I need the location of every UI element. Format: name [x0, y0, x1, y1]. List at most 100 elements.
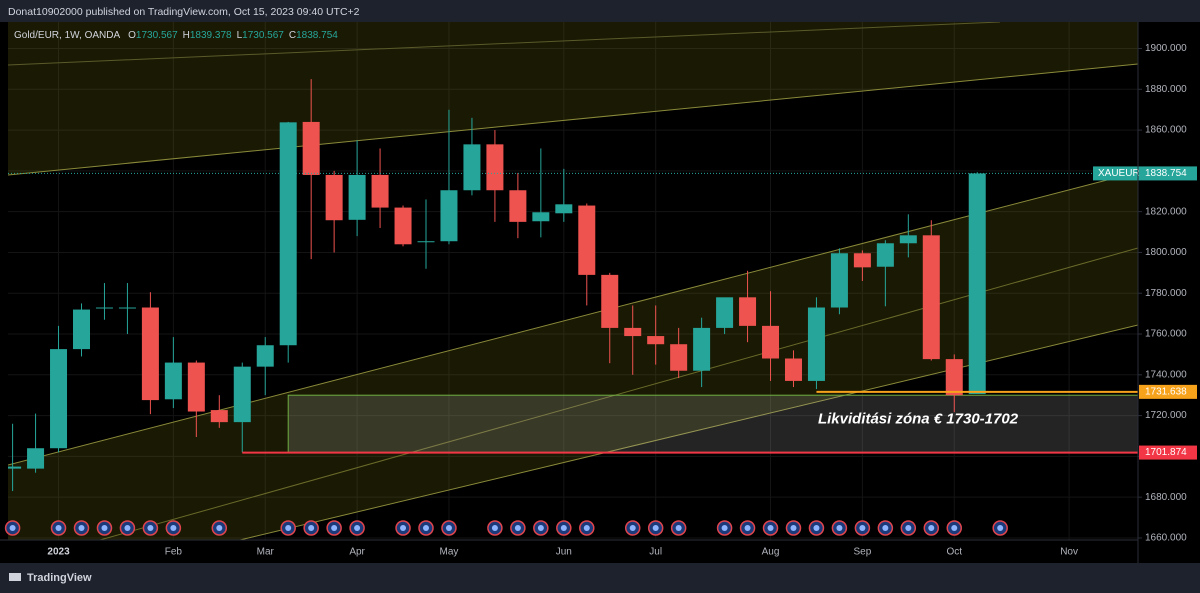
event-icon-dot — [170, 525, 177, 531]
x-tick-label: Jul — [649, 547, 662, 558]
x-tick-label: Aug — [762, 547, 780, 558]
event-icon-dot — [859, 525, 866, 531]
legend-item: H — [183, 30, 190, 41]
candle-body — [876, 243, 894, 267]
candle-body — [716, 297, 734, 328]
event-icon-dot — [836, 525, 843, 531]
event-icon-dot — [514, 525, 521, 531]
y-tick-label: 1800.000 — [1145, 247, 1187, 258]
top-bar — [0, 0, 1200, 22]
event-icon-dot — [997, 525, 1004, 531]
candle-body — [256, 345, 274, 367]
event-icon-dot — [147, 525, 154, 531]
candle-body — [624, 327, 642, 337]
price-label-value: 1731.638 — [1145, 387, 1187, 398]
x-tick-label: Oct — [946, 547, 962, 558]
legend-item: 1730.567 — [136, 30, 178, 41]
event-icon-dot — [905, 525, 912, 531]
candle-body — [394, 207, 412, 245]
candle-body — [509, 190, 527, 222]
candle-body — [417, 241, 435, 243]
candle-body — [922, 235, 940, 360]
candle-body — [807, 307, 825, 381]
price-label-box — [1139, 384, 1197, 399]
price-label-box — [1139, 445, 1197, 460]
event-icon-dot — [560, 525, 567, 531]
y-tick-label: 1720.000 — [1145, 410, 1187, 421]
event-icon-dot — [583, 525, 590, 531]
event-icon-dot — [721, 525, 728, 531]
candle-body — [555, 204, 573, 214]
candle-body — [325, 174, 343, 221]
event-icon-dot — [354, 525, 361, 531]
legend-item: L — [237, 30, 243, 41]
x-tick-label: Sep — [853, 547, 871, 558]
channel-line — [8, 22, 1001, 66]
candle-body — [762, 325, 780, 359]
candle-body — [371, 174, 389, 208]
candle-body — [8, 466, 22, 469]
y-tick-label: 1780.000 — [1145, 288, 1187, 299]
legend-item: 1839.378 — [190, 30, 232, 41]
candle-body — [739, 297, 757, 326]
ohlc-legend: Gold/EUR, 1W, OANDA O1730.567 H1839.378 L17… — [14, 30, 338, 41]
candle-body — [784, 358, 802, 381]
channel-line — [99, 247, 1138, 540]
x-tick-label: Mar — [257, 547, 275, 558]
candle-body — [302, 121, 320, 175]
candle-body — [233, 366, 251, 423]
candle-body — [141, 307, 159, 401]
candle-body — [670, 344, 688, 371]
legend-item: 1838.754 — [296, 30, 338, 41]
event-icon-dot — [491, 525, 498, 531]
x-tick-label: Jun — [556, 547, 572, 558]
candle-body — [463, 144, 481, 191]
price-label-value: 1838.754 — [1145, 168, 1187, 179]
candle-body — [72, 309, 90, 350]
event-icon-dot — [445, 525, 452, 531]
axes: 1660.0001680.0001700.0001720.0001740.000… — [47, 43, 1197, 558]
candle-body — [968, 173, 986, 395]
y-tick-label: 1900.000 — [1145, 43, 1187, 54]
event-icon-dot — [813, 525, 820, 531]
y-tick-label: 1820.000 — [1145, 206, 1187, 217]
event-icon-dot — [55, 525, 62, 531]
event-icon-dot — [423, 525, 430, 531]
price-label-name: XAUEUR — [1098, 168, 1140, 179]
candle-body — [27, 448, 45, 469]
event-icon-dot — [537, 525, 544, 531]
candle-body — [486, 144, 504, 191]
event-icon-dot — [308, 525, 315, 531]
grid — [8, 22, 1138, 540]
x-tick-label: Feb — [165, 547, 183, 558]
event-icon-dot — [331, 525, 338, 531]
plot — [8, 79, 1138, 492]
candle-body — [945, 359, 963, 396]
candle-body — [601, 274, 619, 328]
event-icon-dot — [652, 525, 659, 531]
event-icon-dot — [675, 525, 682, 531]
y-tick-label: 1860.000 — [1145, 125, 1187, 136]
candle-body — [532, 212, 550, 222]
event-icon-dot — [790, 525, 797, 531]
bottom-bar — [0, 563, 1200, 593]
event-icon-dot — [78, 525, 85, 531]
candle-body — [440, 190, 458, 242]
event-icon-dot — [767, 525, 774, 531]
event-icon-dot — [101, 525, 108, 531]
legend-item: C — [289, 30, 296, 41]
event-icon-dot — [400, 525, 407, 531]
y-tick-label: 1740.000 — [1145, 369, 1187, 380]
event-icon-dot — [951, 525, 958, 531]
candle-body — [95, 307, 113, 309]
y-tick-label: 1660.000 — [1145, 533, 1187, 544]
candle-body — [210, 410, 228, 423]
legend-item: 1730.567 — [242, 30, 284, 41]
x-tick-label: Apr — [349, 547, 365, 558]
event-icon-dot — [928, 525, 935, 531]
brand: TradingView — [9, 572, 92, 584]
candle-body — [853, 253, 871, 268]
brand-text: TradingView — [27, 572, 92, 584]
